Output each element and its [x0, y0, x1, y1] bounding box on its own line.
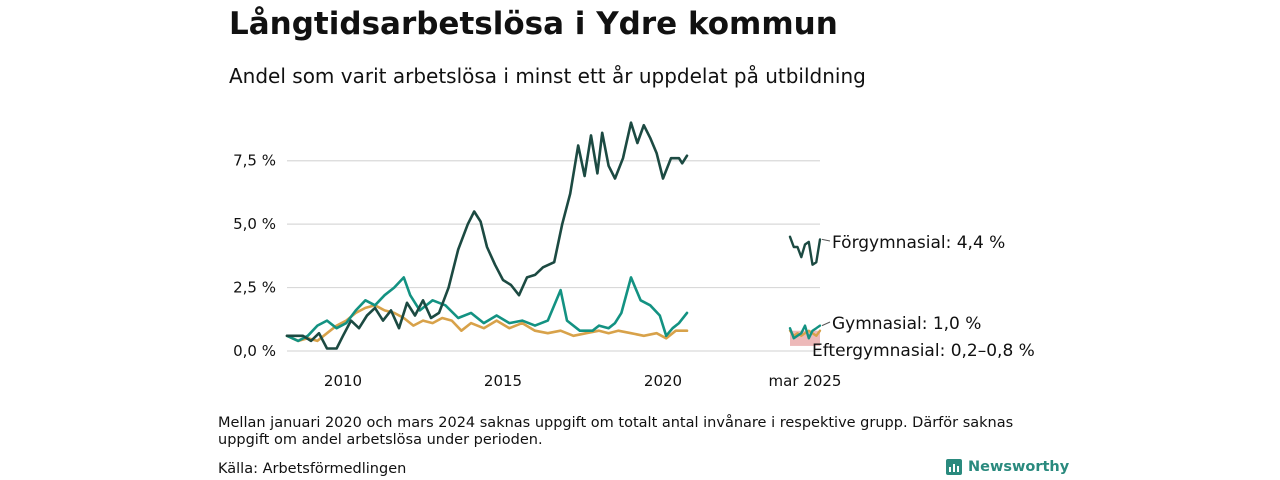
y-tick-label: 7,5 % [233, 152, 276, 170]
footnote: Mellan januari 2020 och mars 2024 saknas… [218, 415, 1014, 448]
y-tick-label: 0,0 % [233, 342, 276, 360]
series-end-label-eftergymnasial: Eftergymnasial: 0,2–0,8 % [812, 341, 1035, 361]
y-tick-label: 5,0 % [233, 215, 276, 233]
series-line-gymnasial [285, 276, 689, 343]
series-end-labels: Förgymnasial: 4,4 % Gymnasial: 1,0 % Efter… [812, 233, 1035, 361]
x-tick-label: 2010 [324, 372, 362, 390]
chart-subtitle: Andel som varit arbetslösa i minst ett å… [229, 64, 866, 88]
source-label: Källa: Arbetsförmedlingen [218, 461, 407, 477]
series-end-label-förgymnasial: Förgymnasial: 4,4 % [832, 233, 1005, 253]
leader-line [821, 321, 831, 327]
recent-line-eftergymnasial [788, 329, 822, 337]
recent-line-gymnasial [788, 324, 822, 340]
leader-line [821, 238, 831, 242]
brand-logo[interactable]: Newsworthy [946, 459, 1069, 475]
x-axis-labels: 2010 2015 2020 mar 2025 [324, 372, 842, 390]
series-lines [285, 121, 822, 350]
chart-title: Långtidsarbetslösa i Ydre kommun [229, 6, 838, 42]
x-tick-label: 2020 [644, 372, 682, 390]
y-axis-labels: 0,0 % 2,5 % 5,0 % 7,5 % [233, 152, 276, 360]
recent-line-förgymnasial [788, 235, 822, 266]
bar-chart-icon [946, 459, 962, 475]
series-line-förgymnasial [285, 121, 689, 350]
x-tick-label-recent: mar 2025 [769, 372, 842, 390]
x-tick-label: 2015 [484, 372, 522, 390]
brand-name: Newsworthy [968, 459, 1070, 475]
y-tick-label: 2,5 % [233, 279, 276, 297]
gridlines [287, 160, 820, 352]
line-chart: 0,0 % 2,5 % 5,0 % 7,5 % 2010 2015 2020 mar 202… [233, 121, 1035, 390]
series-end-label-gymnasial: Gymnasial: 1,0 % [832, 314, 981, 334]
